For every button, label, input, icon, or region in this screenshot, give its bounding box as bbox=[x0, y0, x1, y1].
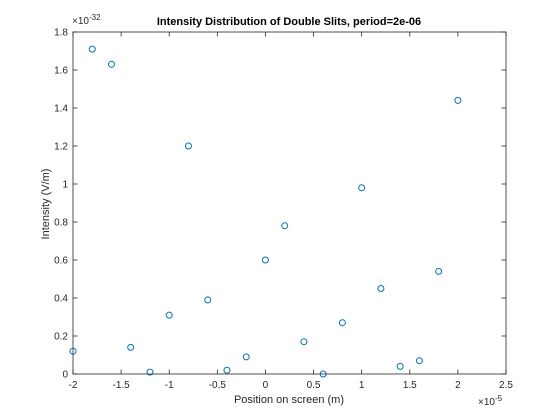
y-multiplier-exponent: -32 bbox=[89, 13, 101, 22]
data-point bbox=[146, 368, 154, 376]
data-point bbox=[88, 45, 96, 53]
y-tick-label: 1.2 bbox=[54, 142, 68, 153]
data-point bbox=[281, 222, 289, 230]
data-point bbox=[107, 60, 115, 68]
data-point bbox=[261, 256, 269, 264]
x-tick-label: -1.5 bbox=[112, 380, 130, 391]
y-tick-label: 0.4 bbox=[54, 294, 68, 305]
y-tick-label: 1.6 bbox=[54, 66, 68, 77]
x-tick-labels: -2 -1.5 -1 -0.5 0 0.5 1 1.5 2 2.5 bbox=[69, 380, 514, 391]
data-point bbox=[223, 366, 231, 374]
x-tick-label: 2.5 bbox=[499, 380, 513, 391]
x-tick-label: -2 bbox=[69, 380, 78, 391]
x-axis-label: Position on screen (m) bbox=[234, 394, 344, 406]
data-point bbox=[377, 285, 385, 292]
x-tick-label: -1 bbox=[165, 380, 174, 391]
x-tick-label: 0 bbox=[263, 380, 269, 391]
y-tick-label: 1 bbox=[62, 180, 68, 191]
y-axis-label: Intensity (V/m) bbox=[40, 169, 52, 240]
data-point bbox=[127, 343, 135, 351]
x-axis-multiplier: ×10-5 bbox=[478, 394, 503, 408]
x-multiplier-exponent: -5 bbox=[495, 394, 503, 403]
x-tick-label: -0.5 bbox=[209, 380, 227, 391]
data-point bbox=[358, 184, 366, 192]
data-point bbox=[338, 319, 346, 327]
data-point bbox=[435, 267, 443, 275]
x-tick-label: 1 bbox=[359, 380, 365, 391]
y-tick-label: 1.4 bbox=[54, 104, 68, 115]
data-point bbox=[415, 357, 423, 365]
x-tick-label: 1.5 bbox=[403, 380, 417, 391]
y-tick-labels: 0 0.2 0.4 0.6 0.8 1 1.2 1.4 1.6 1.8 bbox=[54, 28, 68, 381]
plot-frame bbox=[72, 31, 507, 375]
plot-area bbox=[73, 32, 506, 374]
data-point bbox=[242, 353, 250, 361]
data-point bbox=[165, 311, 173, 319]
y-tick-label: 1.8 bbox=[54, 28, 68, 39]
y-tick-label: 0.8 bbox=[54, 218, 68, 229]
y-tick-label: 0.6 bbox=[54, 256, 68, 267]
x-tick-label: 2 bbox=[455, 380, 461, 391]
y-multiplier-base: ×10 bbox=[72, 16, 89, 27]
data-point bbox=[184, 142, 192, 150]
x-tick-label: 0.5 bbox=[307, 380, 321, 391]
y-tick-label: 0 bbox=[62, 370, 68, 381]
data-point bbox=[300, 338, 308, 346]
x-multiplier-base: ×10 bbox=[478, 397, 495, 408]
data-point bbox=[454, 96, 462, 104]
chart-title: Intensity Distribution of Double Slits, … bbox=[157, 16, 421, 28]
y-axis-multiplier: ×10-32 bbox=[72, 13, 101, 27]
data-point bbox=[204, 296, 212, 304]
y-tick-label: 0.2 bbox=[54, 332, 68, 343]
data-point bbox=[396, 362, 404, 370]
